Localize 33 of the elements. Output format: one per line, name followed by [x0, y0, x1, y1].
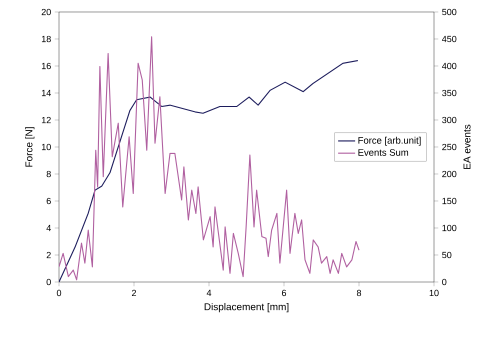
y-tick-label: 2 — [46, 252, 51, 258]
y2-tick-label: 0 — [442, 278, 446, 286]
y2-tick-label: 350 — [442, 90, 456, 96]
y2-tick-label: 300 — [442, 116, 456, 124]
y-tick-label: 20 — [42, 8, 51, 16]
x-tick-label: 8 — [356, 290, 362, 296]
y2-tick-label: 400 — [442, 62, 456, 70]
y2-tick-label: 100 — [442, 224, 456, 232]
y-tick-label: 8 — [46, 170, 51, 178]
y2-tick-label: 50 — [442, 252, 452, 258]
y-axis-title: Force [N] — [25, 127, 34, 167]
y-tick-label: 0 — [46, 278, 51, 286]
x-tick-label: 6 — [282, 290, 286, 296]
y-tick-label: 16 — [42, 62, 51, 70]
y-tick-label: 4 — [46, 224, 51, 232]
y2-axis-title: EA events — [464, 124, 471, 169]
y2-tick-label: 250 — [442, 144, 456, 150]
x-axis-title: Displacement [mm] — [204, 302, 288, 312]
legend-label: Force [arb.unit] — [358, 136, 421, 146]
y2-tick-label: 500 — [442, 8, 456, 16]
x-tick-label: 4 — [206, 290, 212, 296]
y-tick-label: 14 — [42, 90, 51, 96]
y-tick-label: 10 — [42, 144, 51, 150]
y-tick-label: 12 — [42, 116, 51, 124]
y2-tick-label: 150 — [442, 198, 456, 204]
y2-tick-label: 200 — [442, 170, 456, 178]
y-tick-label: 18 — [42, 36, 51, 42]
y-tick-label: 6 — [46, 198, 51, 204]
x-tick-label: 10 — [430, 290, 439, 296]
y2-tick-label: 450 — [442, 36, 456, 42]
legend-label: Events Sum — [358, 149, 408, 156]
x-tick-label: 0 — [56, 290, 62, 296]
x-tick-label: 2 — [132, 290, 136, 296]
